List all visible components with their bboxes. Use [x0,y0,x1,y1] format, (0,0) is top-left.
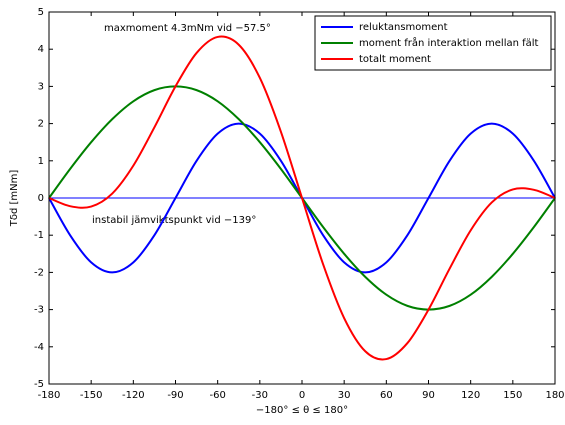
x-tick-label: -60 [209,390,225,401]
x-tick-label: -120 [122,390,145,401]
x-tick-label: -150 [80,390,103,401]
legend-label: totalt moment [359,54,431,65]
y-tick-label: -3 [34,305,44,316]
y-tick-label: -5 [34,379,44,390]
annotation: instabil jämviktspunkt vid −139° [92,215,256,226]
legend-label: reluktansmoment [359,22,448,33]
annotation: maxmoment 4.3mNm vid −57.5° [104,23,271,34]
x-tick-label: -30 [252,390,268,401]
x-tick-label: 150 [503,390,522,401]
x-axis-label: −180° ≤ θ ≤ 180° [256,405,348,416]
x-tick-label: 30 [338,390,351,401]
y-tick-label: 1 [38,156,44,167]
legend-box [314,15,552,71]
x-tick-label: 0 [299,390,305,401]
y-axis-label: Tδd [mNm] [9,170,20,228]
y-tick-label: 5 [38,7,44,18]
x-tick-label: 60 [380,390,393,401]
series-line [48,35,556,361]
x-tick-label: -90 [167,390,183,401]
y-tick-label: 3 [38,81,44,92]
y-tick-label: 2 [38,119,44,130]
legend-label: moment från interaktion mellan fält [359,36,539,49]
x-tick-label: 90 [422,390,435,401]
x-tick-label: 180 [545,390,564,401]
x-tick-label: -180 [38,390,61,401]
plot-frame [48,11,556,385]
y-tick-label: 0 [38,193,44,204]
x-tick-label: 120 [461,390,480,401]
y-tick-label: -4 [34,342,44,353]
y-tick-label: -2 [34,267,44,278]
y-tick-label: -1 [34,230,44,241]
y-tick-label: 4 [38,44,44,55]
